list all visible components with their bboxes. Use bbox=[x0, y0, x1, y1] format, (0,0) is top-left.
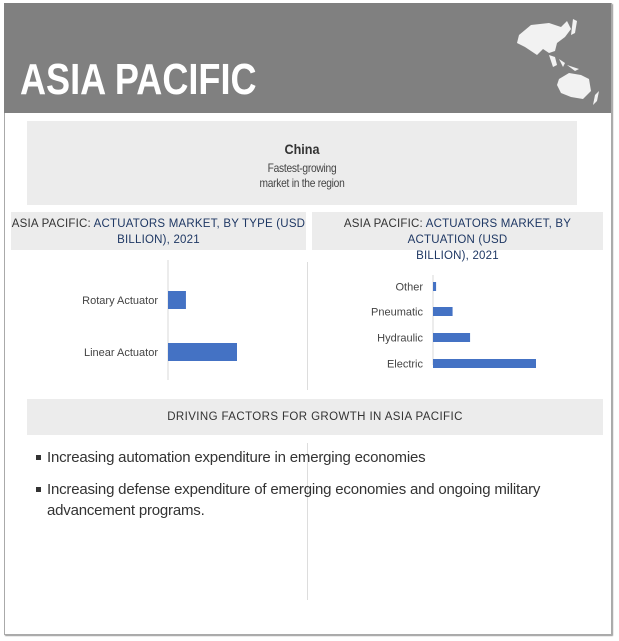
category-label: Linear Actuator bbox=[84, 347, 158, 359]
bar-hydraulic bbox=[433, 333, 471, 342]
category-label: Hydraulic bbox=[377, 333, 423, 345]
bar-chart-by-actuation: Other Pneumatic Hydraulic Electric bbox=[371, 275, 536, 371]
bullet-divider bbox=[307, 443, 308, 600]
category-label: Rotary Actuator bbox=[82, 295, 158, 307]
bullet-icon bbox=[36, 487, 41, 492]
header-banner: ASIA PACIFIC bbox=[4, 3, 611, 113]
highlight-box: China Fastest-growing market in the regi… bbox=[27, 121, 577, 205]
category-label: Electric bbox=[387, 359, 424, 371]
bar-other bbox=[433, 282, 437, 291]
chart-title-type: ASIA PACIFIC: ACTUATORS MARKET, BY TYPE … bbox=[11, 212, 306, 250]
drivers-list: Increasing automation expenditure in eme… bbox=[36, 447, 566, 532]
chart-title-line2: BILLION), 2021 bbox=[117, 234, 200, 246]
highlight-line1: Fastest-growing bbox=[267, 161, 337, 175]
chart-title-prefix: ASIA PACIFIC: bbox=[11, 218, 94, 230]
driver-item: Increasing automation expenditure in eme… bbox=[36, 447, 566, 468]
chart-title-actuation: ASIA PACIFIC: ACTUATORS MARKET, BY ACTUA… bbox=[312, 212, 603, 262]
driver-item: Increasing defense expenditure of emergi… bbox=[36, 479, 566, 521]
highlight-country: China bbox=[284, 141, 320, 157]
bar-electric bbox=[433, 359, 536, 368]
asia-pacific-map-icon bbox=[517, 19, 599, 105]
driver-text: Increasing automation expenditure in eme… bbox=[47, 449, 426, 466]
drivers-title: DRIVING FACTORS FOR GROWTH IN ASIA PACIF… bbox=[27, 399, 603, 435]
chart-title-main: ACTUATORS MARKET, BY ACTUATION (USD bbox=[407, 218, 572, 246]
highlight-description: Fastest-growing market in the region bbox=[68, 161, 536, 191]
region-title: ASIA PACIFIC bbox=[20, 55, 257, 104]
bullet-icon bbox=[36, 455, 41, 460]
chart-title-line2: BILLION), 2021 bbox=[416, 250, 499, 262]
chart-divider bbox=[307, 262, 308, 390]
category-label: Pneumatic bbox=[371, 307, 423, 319]
bar-pneumatic bbox=[433, 307, 453, 316]
highlight-line2: market in the region bbox=[259, 176, 345, 190]
chart-title-prefix: ASIA PACIFIC: bbox=[343, 218, 426, 230]
driver-text: Increasing defense expenditure of emergi… bbox=[47, 481, 541, 519]
bar-linear-actuator bbox=[168, 343, 237, 361]
chart-title-main: ACTUATORS MARKET, BY TYPE (USD bbox=[93, 218, 306, 230]
bar-rotary-actuator bbox=[168, 291, 186, 309]
bar-chart-by-type: Rotary Actuator Linear Actuator bbox=[82, 260, 237, 380]
category-label: Other bbox=[395, 282, 423, 294]
